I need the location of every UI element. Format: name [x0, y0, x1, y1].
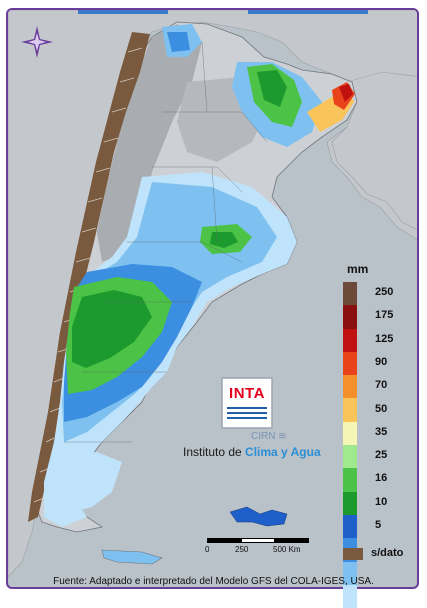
no-data-swatch	[343, 548, 363, 560]
legend-label: 175	[375, 309, 394, 322]
clima-agua-waves-icon: ≋	[278, 431, 287, 442]
legend-label: 25	[375, 449, 388, 462]
legend-label: 35	[375, 425, 388, 438]
legend-swatch	[343, 514, 357, 539]
south-american-land-east	[331, 71, 417, 231]
precip-north-darkblue	[167, 32, 190, 52]
province-borders	[64, 41, 268, 443]
inta-logo-box	[221, 377, 273, 429]
legend-label: 50	[375, 402, 388, 415]
scale-segment-2	[241, 538, 275, 543]
legend-swatch	[343, 398, 357, 422]
legend-label: 90	[375, 355, 388, 368]
cirn-text: CIRN	[251, 431, 276, 442]
compass-rose-icon	[21, 26, 53, 58]
tierra-del-fuego	[101, 549, 163, 565]
legend-color-bar	[343, 282, 357, 608]
legend-label: 250	[375, 286, 394, 298]
cirn-label: CIRN ≋	[251, 431, 287, 442]
legend-swatch	[343, 375, 357, 399]
legend-swatch	[343, 351, 357, 376]
scale-label-500: 500 Km	[273, 545, 301, 554]
andes-relief	[97, 24, 202, 262]
no-data-andes	[28, 32, 150, 522]
precip-dark-green-central	[210, 232, 238, 248]
scale-bar: 0 250 500 Km	[205, 538, 311, 554]
legend-label: 16	[375, 472, 388, 485]
legend-label: 125	[375, 332, 394, 345]
legend-label: 5	[375, 519, 382, 531]
scale-segment-1	[207, 538, 241, 543]
legend-swatch	[343, 468, 357, 492]
precip-dark-green	[72, 290, 152, 368]
legend-label: 10	[375, 495, 388, 508]
legend-swatch	[343, 445, 357, 469]
legend-swatch	[343, 584, 357, 608]
precip-patagonia-south	[57, 452, 122, 512]
legend-swatch	[343, 282, 357, 306]
institute-prefix: Instituto de	[183, 445, 246, 459]
precip-misiones-red	[339, 84, 353, 102]
precip-northeast-darkgreen	[257, 70, 287, 107]
scale-label-250: 250	[235, 545, 249, 554]
inta-logo-icon: INTA	[221, 377, 273, 429]
inta-logo-text: INTA	[229, 385, 265, 402]
precipitation-map	[8, 10, 417, 578]
falkland-islands	[229, 506, 288, 527]
legend-swatch	[343, 421, 357, 446]
top-blue-marks	[78, 10, 368, 16]
no-data-label: s/dato	[371, 547, 404, 559]
legend-title: mm	[347, 262, 369, 276]
legend-label: 70	[375, 379, 388, 392]
institute-name: Instituto de Clima y Agua	[183, 445, 321, 459]
scale-segment-3	[275, 538, 309, 543]
map-frame	[6, 8, 419, 589]
legend-swatch	[343, 561, 357, 585]
legend-swatch	[343, 328, 357, 352]
legend-swatch	[343, 305, 357, 329]
scale-label-0: 0	[205, 545, 210, 554]
source-caption: Fuente: Adaptado e interpretado del Mode…	[53, 576, 374, 587]
legend-swatch	[343, 491, 357, 515]
institute-highlight: Clima y Agua	[245, 445, 321, 459]
